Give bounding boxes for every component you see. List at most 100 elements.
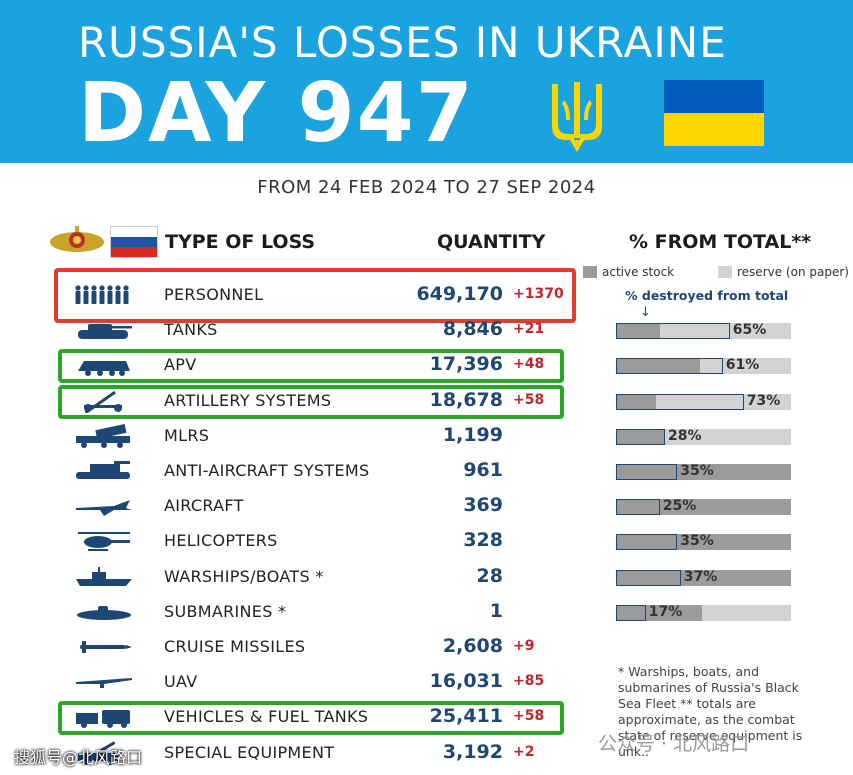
row-delta: +58	[513, 391, 545, 408]
percent-label: 73%	[746, 392, 781, 409]
active-stock-fill	[616, 323, 660, 340]
row-label: AIRCRAFT	[164, 496, 244, 516]
helicopter-icon	[78, 532, 130, 552]
row-quantity: 18,678	[429, 388, 503, 411]
percent-label: 28%	[668, 427, 702, 444]
anti-aircraft-icon	[76, 461, 130, 479]
row-label: WARSHIPS/BOATS *	[164, 566, 324, 586]
destroyed-outline	[616, 499, 660, 516]
highlight-box-green	[58, 701, 564, 736]
percent-bar: 28%	[616, 427, 791, 445]
legend-active-label: active stock	[602, 265, 675, 279]
destroyed-outline	[616, 323, 730, 340]
active-stock-fill	[616, 534, 791, 551]
legend-active-swatch	[583, 266, 597, 278]
row-delta: +9	[513, 638, 535, 654]
header-banner: RUSSIA'S LOSSES IN UKRAINE DAY 947	[0, 0, 853, 163]
active-stock-fill	[616, 499, 791, 516]
truck-icon	[76, 710, 130, 729]
missile-icon	[80, 641, 132, 653]
row-quantity: 28	[476, 564, 503, 587]
row-label: TANKS	[164, 320, 218, 340]
watermark-right: 公众号 · 北风路口	[598, 733, 750, 755]
destroyed-outline	[616, 428, 665, 445]
destroyed-outline	[616, 569, 681, 586]
percent-label: 65%	[732, 322, 767, 339]
row-quantity: 369	[463, 494, 503, 517]
row-quantity: 1	[489, 599, 503, 622]
aircraft-icon	[76, 500, 132, 517]
row-quantity: 17,396	[429, 353, 503, 376]
uav-icon	[76, 678, 132, 689]
down-arrow-icon: ↓	[640, 305, 651, 320]
destroyed-outline	[616, 393, 744, 410]
artillery-icon	[84, 390, 122, 413]
row-quantity: 1,199	[442, 423, 503, 446]
active-stock-fill	[616, 604, 702, 621]
row-label: CRUISE MISSILES	[164, 637, 306, 656]
row-label: UAV	[164, 672, 198, 692]
highlight-box-green	[58, 384, 564, 419]
row-delta: +48	[513, 356, 545, 373]
row-label: ARTILLERY SYSTEMS	[164, 390, 332, 410]
active-stock-fill	[616, 358, 700, 375]
active-stock-fill	[616, 428, 665, 445]
row-delta: +1370	[513, 286, 564, 302]
russian-emblem-icon	[50, 226, 104, 252]
row-label: VEHICLES & FUEL TANKS	[164, 707, 369, 727]
legend-destroyed-label: % destroyed from total	[625, 288, 789, 303]
percent-label: 35%	[680, 463, 714, 479]
percent-bar: 25%	[616, 498, 791, 516]
legend-reserve-label: reserve (on paper)	[737, 265, 849, 279]
percent-label: 37%	[683, 568, 718, 585]
footnotes: * Warships, boats, and submarines of Rus…	[618, 664, 803, 759]
row-quantity: 2,608	[442, 635, 503, 657]
percent-bar: 37%	[616, 568, 791, 586]
row-delta: +21	[513, 321, 545, 338]
row-label: HELICOPTERS	[164, 531, 278, 551]
percent-bar: 35%	[616, 533, 791, 551]
percent-label: 25%	[662, 498, 697, 515]
soldiers-icon	[75, 285, 129, 304]
row-label: PERSONNEL	[164, 285, 264, 304]
submarine-icon	[77, 605, 131, 620]
date-range: FROM 24 FEB 2024 TO 27 SEP 2024	[257, 177, 596, 198]
percent-bar: 17%	[616, 603, 791, 621]
watermark-left: 搜狐号@北风路口	[14, 748, 143, 767]
row-delta: +2	[513, 743, 535, 760]
banner-day: DAY 947	[78, 66, 475, 161]
tank-icon	[78, 324, 132, 340]
percent-label: 17%	[648, 603, 683, 620]
row-quantity: 25,411	[429, 705, 503, 728]
row-quantity: 649,170	[416, 283, 503, 305]
row-quantity: 961	[463, 459, 503, 481]
row-quantity: 8,846	[442, 318, 503, 341]
special-equipment-icon	[78, 740, 118, 765]
row-label: ANTI-AIRCRAFT SYSTEMS	[164, 461, 370, 480]
row-label: SUBMARINES *	[164, 601, 287, 621]
warship-icon	[76, 566, 132, 586]
percent-label: 61%	[725, 357, 760, 374]
percent-bar: 35%	[616, 463, 791, 480]
ukraine-flag-icon	[664, 80, 764, 146]
destroyed-outline	[616, 358, 723, 375]
active-stock-fill	[616, 569, 791, 586]
banner-title: RUSSIA'S LOSSES IN UKRAINE	[78, 18, 727, 67]
percent-label: 35%	[680, 533, 714, 550]
trident-icon	[552, 82, 602, 152]
russia-flag-icon	[110, 226, 158, 258]
row-label: APV	[164, 355, 197, 375]
active-stock-fill	[616, 464, 791, 480]
percent-bar: 61%	[616, 357, 791, 375]
row-quantity: 328	[463, 529, 503, 552]
row-quantity: 3,192	[442, 740, 503, 763]
percent-bar: 73%	[616, 392, 791, 410]
legend-reserve-swatch	[718, 266, 732, 278]
apv-icon	[78, 361, 130, 377]
row-delta: +85	[513, 673, 545, 690]
type-of-loss-header: TYPE OF LOSS	[165, 231, 316, 253]
row-label: MLRS	[164, 425, 210, 445]
row-label: SPECIAL EQUIPMENT	[164, 742, 335, 762]
destroyed-outline	[616, 464, 678, 480]
percent-header: % FROM TOTAL**	[629, 231, 812, 253]
